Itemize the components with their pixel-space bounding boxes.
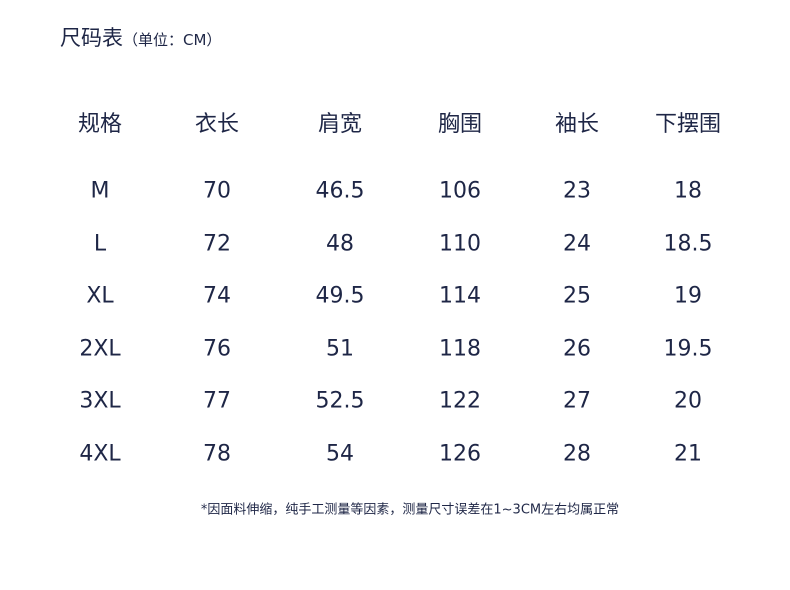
table-cell: 48 <box>326 231 354 257</box>
page-title: 尺码表（单位：CM） <box>60 22 221 52</box>
table-cell: 106 <box>439 178 481 204</box>
table-cell: 51 <box>326 336 354 362</box>
table-cell: 18.5 <box>663 231 713 257</box>
table-cell: 54 <box>326 441 354 467</box>
footnote: *因面料伸缩，纯手工测量等因素，测量尺寸误差在1~3CM左右均属正常 <box>200 502 620 518</box>
table-cell: 74 <box>203 283 231 309</box>
table-cell: 21 <box>674 441 702 467</box>
table-cell: 25 <box>563 283 591 309</box>
table-cell: 28 <box>563 441 591 467</box>
table-cell: 19 <box>674 283 702 309</box>
table-cell: L <box>93 231 107 257</box>
unit-label: （单位：CM） <box>123 31 222 49</box>
column-header: 肩宽 <box>317 112 363 137</box>
table-cell: 19.5 <box>663 336 713 362</box>
table-cell: M <box>90 178 110 204</box>
table-cell: 78 <box>203 441 231 467</box>
table-cell: 46.5 <box>315 178 365 204</box>
table-cell: 122 <box>439 388 481 414</box>
table-cell: 2XL <box>79 336 121 362</box>
table-cell: 76 <box>203 336 231 362</box>
table-cell: 70 <box>203 178 231 204</box>
table-cell: 24 <box>563 231 591 257</box>
title-text: 尺码表 <box>60 26 123 50</box>
table-cell: 18 <box>674 178 702 204</box>
table-cell: 126 <box>439 441 481 467</box>
column-header: 规格 <box>77 112 123 137</box>
table-cell: 110 <box>439 231 481 257</box>
table-cell: 49.5 <box>315 283 365 309</box>
table-cell: XL <box>86 283 114 309</box>
table-cell: 27 <box>563 388 591 414</box>
table-cell: 114 <box>439 283 481 309</box>
column-header: 胸围 <box>437 112 483 137</box>
table-cell: 52.5 <box>315 388 365 414</box>
table-cell: 77 <box>203 388 231 414</box>
table-cell: 118 <box>439 336 481 362</box>
table-cell: 72 <box>203 231 231 257</box>
table-cell: 20 <box>674 388 702 414</box>
column-header: 下摆围 <box>654 112 722 137</box>
table-cell: 4XL <box>79 441 121 467</box>
table-cell: 3XL <box>79 388 121 414</box>
table-cell: 23 <box>563 178 591 204</box>
column-header: 衣长 <box>194 112 240 137</box>
column-header: 袖长 <box>554 112 600 137</box>
table-cell: 26 <box>563 336 591 362</box>
